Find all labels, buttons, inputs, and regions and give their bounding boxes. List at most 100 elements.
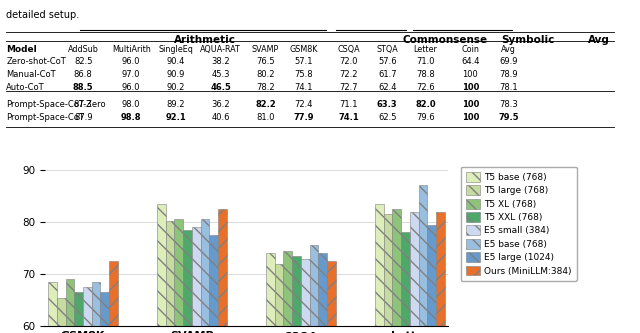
Text: 92.1: 92.1 xyxy=(166,113,186,122)
Text: 78.8: 78.8 xyxy=(416,70,435,79)
Text: 57.1: 57.1 xyxy=(295,57,313,66)
Text: Arithmetic: Arithmetic xyxy=(174,35,236,45)
Text: 82.0: 82.0 xyxy=(415,100,436,109)
Text: 81.0: 81.0 xyxy=(257,113,275,122)
Text: 96.0: 96.0 xyxy=(122,83,140,92)
Bar xyxy=(83,287,92,326)
Bar xyxy=(327,261,336,326)
Text: 40.6: 40.6 xyxy=(212,113,230,122)
Bar xyxy=(192,227,200,326)
Text: 87.9: 87.9 xyxy=(74,113,93,122)
Text: Avg: Avg xyxy=(501,45,516,54)
Bar xyxy=(92,282,100,326)
Text: 82.2: 82.2 xyxy=(255,100,276,109)
Text: 98.8: 98.8 xyxy=(121,113,141,122)
Bar xyxy=(175,219,183,326)
Text: 36.2: 36.2 xyxy=(211,100,230,109)
Legend: T5 base (768), T5 large (768), T5 XL (768), T5 XXL (768), E5 small (384), E5 bas: T5 base (768), T5 large (768), T5 XL (76… xyxy=(461,166,577,281)
Text: 78.3: 78.3 xyxy=(499,100,518,109)
Bar xyxy=(284,251,292,326)
Text: 77.9: 77.9 xyxy=(294,113,314,122)
Text: 78.9: 78.9 xyxy=(499,70,518,79)
Text: 100: 100 xyxy=(461,100,479,109)
Text: STQA: STQA xyxy=(376,45,398,54)
Text: 64.4: 64.4 xyxy=(461,57,479,66)
Bar xyxy=(209,235,218,326)
Text: GSM8K: GSM8K xyxy=(290,45,318,54)
Text: 96.0: 96.0 xyxy=(122,57,140,66)
Text: Letter: Letter xyxy=(413,45,438,54)
Text: CSQA: CSQA xyxy=(337,45,360,54)
Text: 82.5: 82.5 xyxy=(74,57,92,66)
Text: 90.2: 90.2 xyxy=(167,83,185,92)
Text: 98.0: 98.0 xyxy=(122,100,140,109)
Text: 79.5: 79.5 xyxy=(499,113,519,122)
Bar xyxy=(200,219,209,326)
Bar xyxy=(157,204,166,326)
Text: 71.1: 71.1 xyxy=(340,100,358,109)
Bar xyxy=(401,232,410,326)
Text: 75.8: 75.8 xyxy=(294,70,314,79)
Text: MultiArith: MultiArith xyxy=(112,45,150,54)
Text: AQUA-RAT: AQUA-RAT xyxy=(200,45,241,54)
Text: 62.5: 62.5 xyxy=(378,113,396,122)
Text: Symbolic: Symbolic xyxy=(501,35,555,45)
Bar xyxy=(301,258,310,326)
Text: 46.5: 46.5 xyxy=(211,83,231,92)
Text: 71.0: 71.0 xyxy=(417,57,435,66)
Text: 72.0: 72.0 xyxy=(340,57,358,66)
Text: 90.4: 90.4 xyxy=(167,57,185,66)
Bar xyxy=(419,185,428,326)
Text: Model: Model xyxy=(6,45,37,54)
Bar xyxy=(183,230,192,326)
Text: 61.7: 61.7 xyxy=(378,70,397,79)
Text: Coin: Coin xyxy=(461,45,479,54)
Bar xyxy=(392,209,401,326)
Text: Avg: Avg xyxy=(588,35,609,45)
Bar xyxy=(410,211,419,326)
Text: Manual-CoT: Manual-CoT xyxy=(6,70,56,79)
Bar xyxy=(109,261,118,326)
Text: 89.2: 89.2 xyxy=(167,100,185,109)
Bar xyxy=(218,209,227,326)
Bar xyxy=(428,224,436,326)
Text: 57.6: 57.6 xyxy=(378,57,397,66)
Text: Prompt-Space-CoT: Prompt-Space-CoT xyxy=(6,113,84,122)
Text: 90.9: 90.9 xyxy=(167,70,185,79)
Text: detailed setup.: detailed setup. xyxy=(6,10,79,20)
Text: 62.4: 62.4 xyxy=(378,83,396,92)
Text: 72.7: 72.7 xyxy=(339,83,358,92)
Text: SingleEq: SingleEq xyxy=(159,45,193,54)
Bar xyxy=(375,204,384,326)
Text: 74.1: 74.1 xyxy=(295,83,313,92)
Text: 69.9: 69.9 xyxy=(500,57,518,66)
Bar xyxy=(310,245,318,326)
Text: 100: 100 xyxy=(461,113,479,122)
Text: Prompt-Space-CoT-Zero: Prompt-Space-CoT-Zero xyxy=(6,100,106,109)
Text: 87.3: 87.3 xyxy=(74,100,93,109)
Text: 45.3: 45.3 xyxy=(212,70,230,79)
Bar xyxy=(266,253,275,326)
Bar xyxy=(292,256,301,326)
Bar xyxy=(436,211,445,326)
Text: 79.6: 79.6 xyxy=(416,113,435,122)
Text: SVAMP: SVAMP xyxy=(252,45,279,54)
Text: 72.6: 72.6 xyxy=(416,83,435,92)
Bar xyxy=(74,292,83,326)
Bar xyxy=(48,282,57,326)
Text: 72.2: 72.2 xyxy=(340,70,358,79)
Bar xyxy=(275,264,284,326)
Text: 72.4: 72.4 xyxy=(295,100,313,109)
Text: 74.1: 74.1 xyxy=(339,113,359,122)
Text: 100: 100 xyxy=(463,70,478,79)
Text: Commonsense: Commonsense xyxy=(402,35,488,45)
Text: Auto-CoT: Auto-CoT xyxy=(6,83,45,92)
Text: Zero-shot-CoT: Zero-shot-CoT xyxy=(6,57,66,66)
Bar xyxy=(384,214,392,326)
Text: 76.5: 76.5 xyxy=(256,57,275,66)
Text: AddSub: AddSub xyxy=(68,45,99,54)
Text: 78.2: 78.2 xyxy=(256,83,275,92)
Bar xyxy=(100,292,109,326)
Text: 38.2: 38.2 xyxy=(211,57,230,66)
Text: 80.2: 80.2 xyxy=(257,70,275,79)
